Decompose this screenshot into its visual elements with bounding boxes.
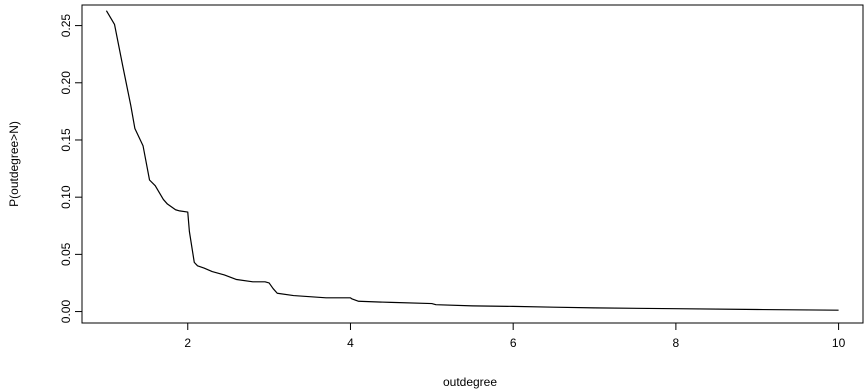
y-tick-label: 0.05: [59, 242, 73, 266]
y-axis: 0.00 0.05 0.10 0.15 0.20 0.25: [59, 14, 82, 324]
y-tick-label: 0.00: [59, 300, 73, 324]
y-axis-title: P(outdegree>N): [7, 121, 21, 207]
series-layer: [105, 10, 839, 311]
x-tick-label: 2: [184, 336, 191, 350]
x-tick-label: 4: [347, 336, 354, 350]
y-tick-label: 0.20: [59, 71, 73, 95]
x-tick-label: 6: [510, 336, 517, 350]
x-axis: 2 4 6 8 10: [184, 323, 846, 350]
y-tick-label: 0.15: [59, 128, 73, 152]
y-tick-label: 0.10: [59, 185, 73, 209]
x-tick-label: 10: [832, 336, 846, 350]
plot-frame: [81, 4, 864, 324]
series-line: [105, 10, 839, 311]
x-tick-label: 8: [673, 336, 680, 350]
x-axis-title: outdegree: [443, 375, 497, 389]
y-tick-label: 0.25: [59, 14, 73, 38]
